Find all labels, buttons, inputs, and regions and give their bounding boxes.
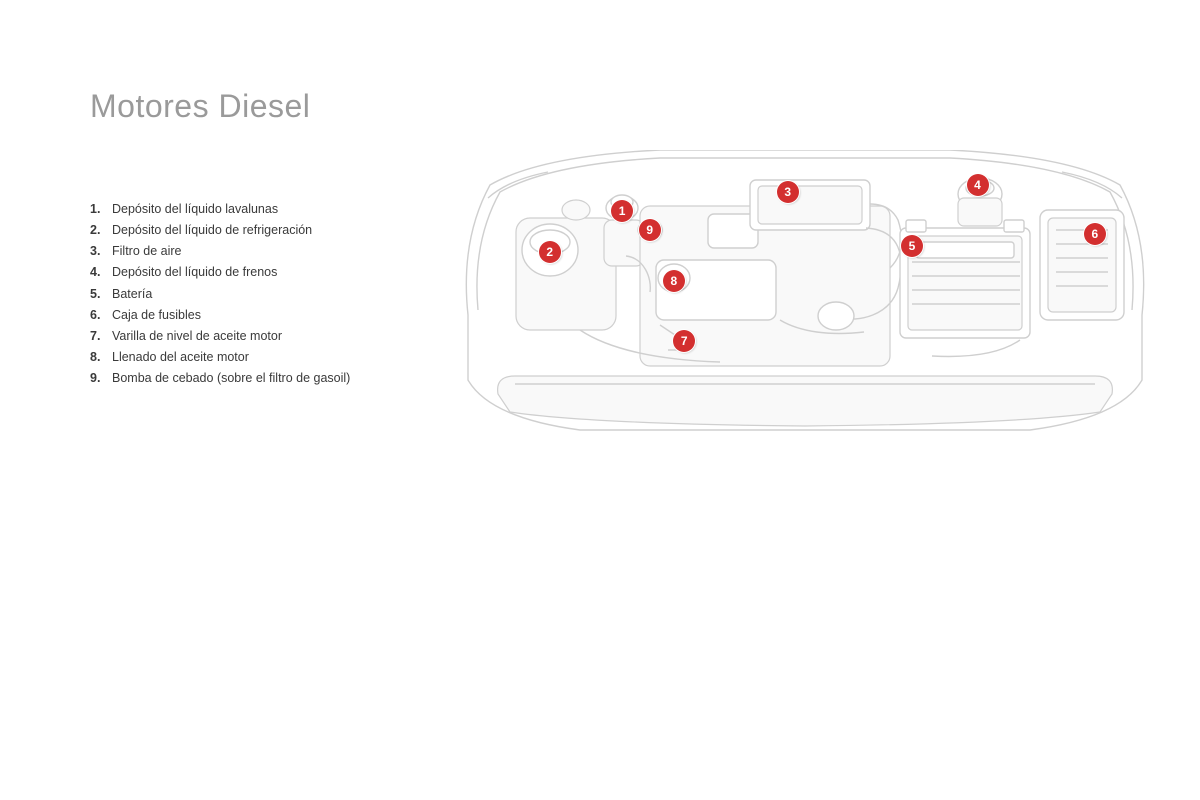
legend-label: Depósito del líquido de frenos: [112, 263, 460, 281]
diagram-marker-4: 4: [967, 174, 989, 196]
legend-label: Bomba de cebado (sobre el filtro de gaso…: [112, 369, 460, 387]
legend-number: 8.: [90, 348, 112, 366]
page-title: Motores Diesel: [90, 88, 310, 125]
legend-item: 9. Bomba de cebado (sobre el filtro de g…: [90, 369, 460, 387]
legend-label: Varilla de nivel de aceite motor: [112, 327, 460, 345]
legend-label: Depósito del líquido de refrigeración: [112, 221, 460, 239]
legend-item: 6. Caja de fusibles: [90, 306, 460, 324]
legend-number: 1.: [90, 200, 112, 218]
legend-item: 3. Filtro de aire: [90, 242, 460, 260]
legend-number: 2.: [90, 221, 112, 239]
legend-number: 4.: [90, 263, 112, 281]
legend-item: 7. Varilla de nivel de aceite motor: [90, 327, 460, 345]
legend-number: 6.: [90, 306, 112, 324]
legend-number: 9.: [90, 369, 112, 387]
diagram-marker-5: 5: [901, 235, 923, 257]
legend-item: 1. Depósito del líquido lavalunas: [90, 200, 460, 218]
engine-diagram: .ln { fill:#ffffff; stroke:#cfcfcf; stro…: [460, 150, 1150, 440]
legend-label: Batería: [112, 285, 460, 303]
engine-svg: .ln { fill:#ffffff; stroke:#cfcfcf; stro…: [460, 150, 1150, 440]
legend-label: Depósito del líquido lavalunas: [112, 200, 460, 218]
legend-item: 2. Depósito del líquido de refrigeración: [90, 221, 460, 239]
diagram-marker-8: 8: [663, 270, 685, 292]
diagram-marker-3: 3: [777, 181, 799, 203]
diagram-marker-7: 7: [673, 330, 695, 352]
legend-item: 4. Depósito del líquido de frenos: [90, 263, 460, 281]
diagram-marker-6: 6: [1084, 223, 1106, 245]
diagram-marker-2: 2: [539, 241, 561, 263]
legend-label: Llenado del aceite motor: [112, 348, 460, 366]
legend-list: 1. Depósito del líquido lavalunas 2. Dep…: [90, 200, 460, 390]
legend-number: 5.: [90, 285, 112, 303]
legend-number: 7.: [90, 327, 112, 345]
diagram-marker-1: 1: [611, 200, 633, 222]
legend-label: Caja de fusibles: [112, 306, 460, 324]
legend-number: 3.: [90, 242, 112, 260]
legend-item: 8. Llenado del aceite motor: [90, 348, 460, 366]
legend-label: Filtro de aire: [112, 242, 460, 260]
legend-item: 5. Batería: [90, 285, 460, 303]
diagram-marker-9: 9: [639, 219, 661, 241]
